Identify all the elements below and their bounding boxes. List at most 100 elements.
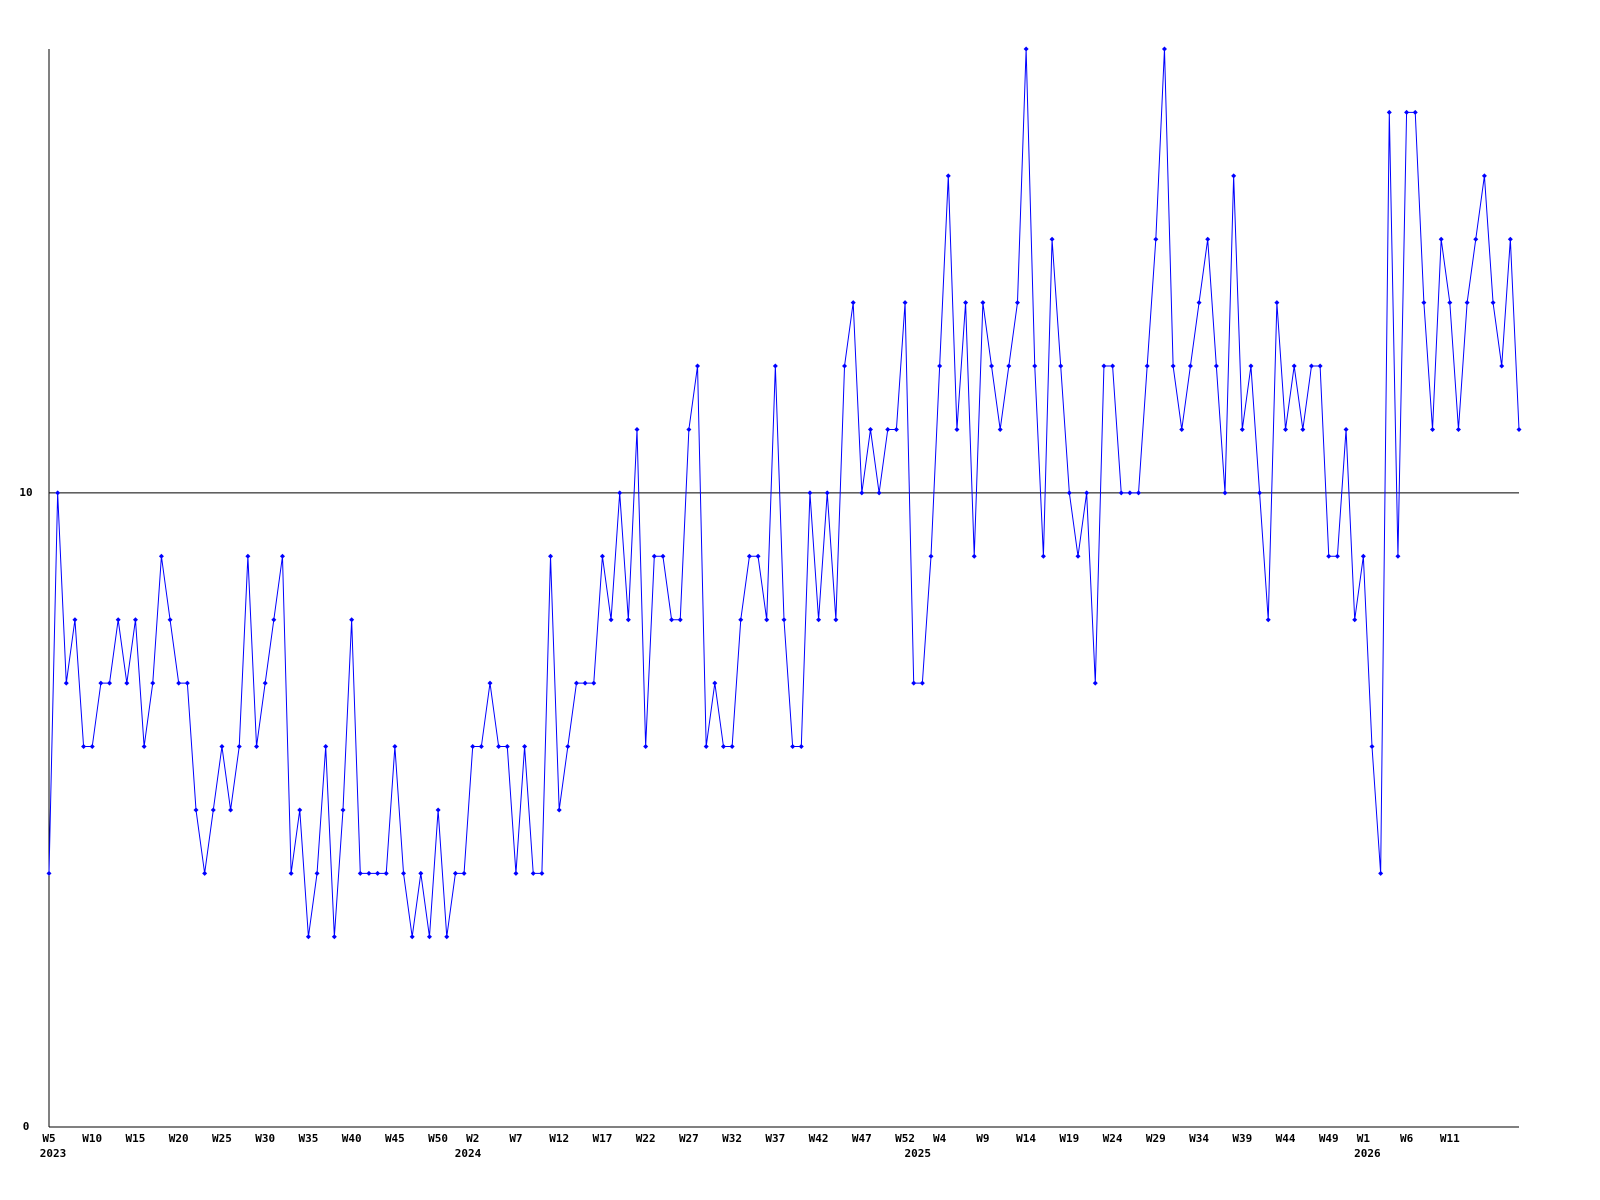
point-marker [530,870,536,876]
x-tick-label: W24 [1103,1132,1123,1145]
point-marker [1326,553,1332,559]
year-label: 2026 [1354,1147,1381,1160]
point-marker [1161,46,1167,52]
y-tick-label: 0 [23,1120,30,1133]
point-marker [669,617,675,623]
point-marker [305,934,311,940]
x-tick-label: W25 [212,1132,232,1145]
point-marker [928,553,934,559]
point-marker [349,617,355,623]
point-marker [686,426,692,432]
point-marker [1369,744,1375,750]
point-marker [98,680,104,686]
point-marker [1430,426,1436,432]
x-tick-label: W34 [1189,1132,1209,1145]
point-marker [772,363,778,369]
point-marker [150,680,156,686]
point-marker [167,617,173,623]
point-marker [1300,426,1306,432]
point-marker [1196,300,1202,306]
point-marker [1101,363,1107,369]
point-marker [1032,363,1038,369]
point-marker [660,553,666,559]
x-tick-label: W4 [933,1132,947,1145]
point-marker [712,680,718,686]
y-tick-label: 10 [19,486,32,499]
point-marker [401,870,407,876]
point-marker [911,680,917,686]
point-marker [254,744,260,750]
point-marker [695,363,701,369]
point-marker [1283,426,1289,432]
point-marker [141,744,147,750]
point-marker [893,426,899,432]
point-marker [444,934,450,940]
point-marker [107,680,113,686]
point-marker [1343,426,1349,432]
point-marker [452,870,458,876]
point-marker [470,744,476,750]
point-marker [1455,426,1461,432]
x-tick-label: W5 [42,1132,55,1145]
point-marker [184,680,190,686]
point-marker [1308,363,1314,369]
point-marker [945,173,951,179]
point-marker [738,617,744,623]
year-label: 2023 [40,1147,67,1160]
point-marker [1110,363,1116,369]
point-marker [193,807,199,813]
point-marker [478,744,484,750]
x-tick-label: W35 [298,1132,318,1145]
point-marker [651,553,657,559]
point-marker [1317,363,1323,369]
point-marker [340,807,346,813]
point-marker [435,807,441,813]
point-marker [504,744,510,750]
point-marker [522,744,528,750]
point-marker [556,807,562,813]
point-marker [271,617,277,623]
point-marker [314,870,320,876]
point-marker [487,680,493,686]
point-marker [262,680,268,686]
point-marker [807,490,813,496]
point-marker [764,617,770,623]
point-marker [1248,363,1254,369]
point-marker [997,426,1003,432]
point-marker [158,553,164,559]
point-marker [781,617,787,623]
point-marker [228,807,234,813]
point-marker [989,363,995,369]
point-marker [1412,109,1418,115]
point-marker [1222,490,1228,496]
point-marker [210,807,216,813]
point-marker [219,744,225,750]
point-marker [1239,426,1245,432]
point-marker [1205,236,1211,242]
x-tick-label: W32 [722,1132,742,1145]
point-marker [1481,173,1487,179]
point-marker [1144,363,1150,369]
point-marker [392,744,398,750]
x-tick-label: W50 [428,1132,448,1145]
point-marker [565,744,571,750]
point-marker [729,744,735,750]
point-marker [176,680,182,686]
x-tick-label: W19 [1059,1132,1079,1145]
point-marker [1352,617,1358,623]
x-tick-label: W29 [1146,1132,1166,1145]
point-marker [902,300,908,306]
point-marker [1092,680,1098,686]
point-marker [245,553,251,559]
x-tick-label: W11 [1440,1132,1460,1145]
x-tick-label: W6 [1400,1132,1414,1145]
x-tick-label: W20 [169,1132,189,1145]
point-marker [1153,236,1159,242]
point-marker [1213,363,1219,369]
point-marker [885,426,891,432]
point-marker [919,680,925,686]
point-marker [297,807,303,813]
x-tick-label: W17 [592,1132,612,1145]
point-marker [954,426,960,432]
point-marker [383,870,389,876]
